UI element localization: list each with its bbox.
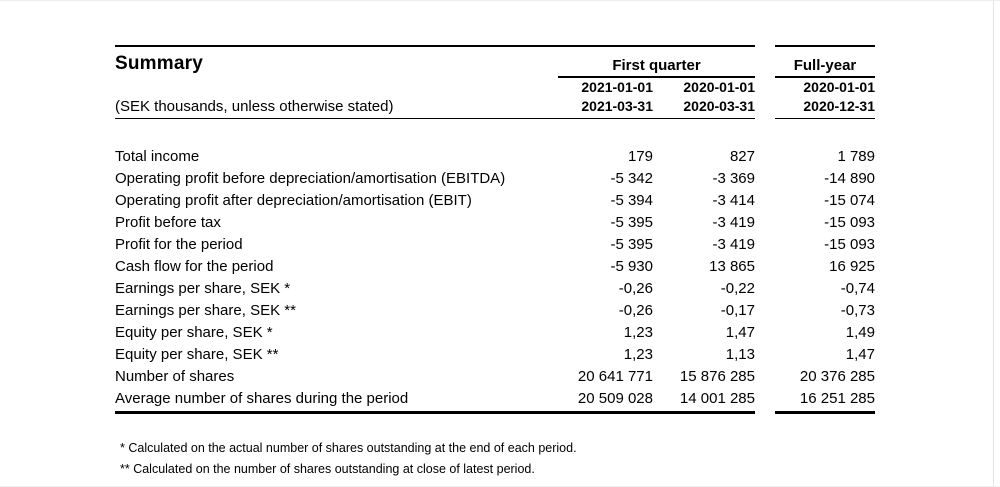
column-group-first-quarter: First quarter [558, 57, 755, 78]
table-row: Profit for the period -5 395 -3 419 -15 … [115, 233, 875, 255]
footnote-single-asterisk: * Calculated on the actual number of sha… [120, 440, 577, 455]
row-value: -0,22 [720, 279, 755, 297]
period-2-start: 2020-01-01 [683, 79, 755, 95]
table-row: Earnings per share, SEK ** -0,26 -0,17 -… [115, 299, 875, 321]
summary-table: Summary First quarter Full-year 2021-01-… [115, 45, 875, 480]
row-value: 1,23 [623, 323, 653, 341]
row-value: 1,49 [845, 323, 875, 341]
row-value: 1 789 [837, 147, 875, 165]
row-value: 20 641 771 [577, 367, 653, 385]
row-label: Total income [115, 147, 200, 165]
header-bottom-rule [115, 117, 875, 119]
row-value: 13 865 [709, 257, 755, 275]
row-value: -15 074 [824, 191, 875, 209]
period-start-row: 2021-01-01 2020-01-01 2020-01-01 [115, 78, 875, 97]
row-value: -0,73 [840, 301, 875, 319]
table-row: Number of shares 20 641 771 15 876 285 2… [115, 365, 875, 387]
table-row: Average number of shares during the peri… [115, 387, 875, 409]
row-value: -0,74 [840, 279, 875, 297]
page-edge-divider [993, 1, 994, 486]
table-header-groups: Summary First quarter Full-year [115, 47, 875, 78]
row-value: -5 395 [610, 235, 653, 253]
row-value: 16 251 285 [799, 389, 875, 407]
footnotes: * Calculated on the actual number of sha… [115, 438, 875, 480]
row-value: -3 414 [712, 191, 755, 209]
row-label: Profit before tax [115, 213, 221, 231]
row-value: -0,17 [720, 301, 755, 319]
row-value: 1,47 [725, 323, 755, 341]
row-value: 20 376 285 [799, 367, 875, 385]
row-value: -14 890 [824, 169, 875, 187]
row-value: 15 876 285 [679, 367, 755, 385]
row-value: -0,26 [618, 301, 653, 319]
period-3-end: 2020-12-31 [803, 98, 875, 114]
row-label: Cash flow for the period [115, 257, 274, 275]
row-value: -5 394 [610, 191, 653, 209]
row-value: -3 419 [712, 213, 755, 231]
row-label: Equity per share, SEK * [115, 323, 273, 341]
table-row: Cash flow for the period -5 930 13 865 1… [115, 255, 875, 277]
period-1-end: 2021-03-31 [581, 98, 653, 114]
table-row: Equity per share, SEK * 1,23 1,47 1,49 [115, 321, 875, 343]
row-value: -5 930 [610, 257, 653, 275]
row-value: -5 342 [610, 169, 653, 187]
row-label: Operating profit after depreciation/amor… [115, 191, 472, 209]
table-row: Equity per share, SEK ** 1,23 1,13 1,47 [115, 343, 875, 365]
row-value: 16 925 [829, 257, 875, 275]
row-label: Number of shares [115, 367, 235, 385]
period-end-row: (SEK thousands, unless otherwise stated)… [115, 97, 875, 116]
row-label: Average number of shares during the peri… [115, 389, 409, 407]
period-1-start: 2021-01-01 [581, 79, 653, 95]
table-row: Operating profit before depreciation/amo… [115, 167, 875, 189]
table-top-rule [115, 45, 875, 47]
row-label: Earnings per share, SEK ** [115, 301, 296, 319]
row-value: -5 395 [610, 213, 653, 231]
table-row: Profit before tax -5 395 -3 419 -15 093 [115, 211, 875, 233]
row-value: 14 001 285 [679, 389, 755, 407]
row-value: -15 093 [824, 213, 875, 231]
table-bottom-rule [115, 411, 875, 414]
row-value: 1,13 [725, 345, 755, 363]
row-value: -15 093 [824, 235, 875, 253]
table-row: Total income 179 827 1 789 [115, 145, 875, 167]
page-title: Summary [115, 52, 203, 74]
table-row: Operating profit after depreciation/amor… [115, 189, 875, 211]
row-value: 179 [627, 147, 653, 165]
unit-note: (SEK thousands, unless otherwise stated) [115, 97, 394, 115]
column-group-full-year: Full-year [775, 57, 875, 78]
table-row: Earnings per share, SEK * -0,26 -0,22 -0… [115, 277, 875, 299]
row-label: Earnings per share, SEK * [115, 279, 291, 297]
row-value: -3 369 [712, 169, 755, 187]
row-value: 20 509 028 [577, 389, 653, 407]
footnote-double-asterisk: ** Calculated on the number of shares ou… [120, 461, 535, 476]
row-value: 1,23 [623, 345, 653, 363]
row-value: -0,26 [618, 279, 653, 297]
row-label: Equity per share, SEK ** [115, 345, 279, 363]
row-label: Profit for the period [115, 235, 243, 253]
period-3-start: 2020-01-01 [803, 79, 875, 95]
period-2-end: 2020-03-31 [683, 98, 755, 114]
row-label: Operating profit before depreciation/amo… [115, 169, 506, 187]
row-value: 827 [729, 147, 755, 165]
row-value: -3 419 [712, 235, 755, 253]
row-value: 1,47 [845, 345, 875, 363]
